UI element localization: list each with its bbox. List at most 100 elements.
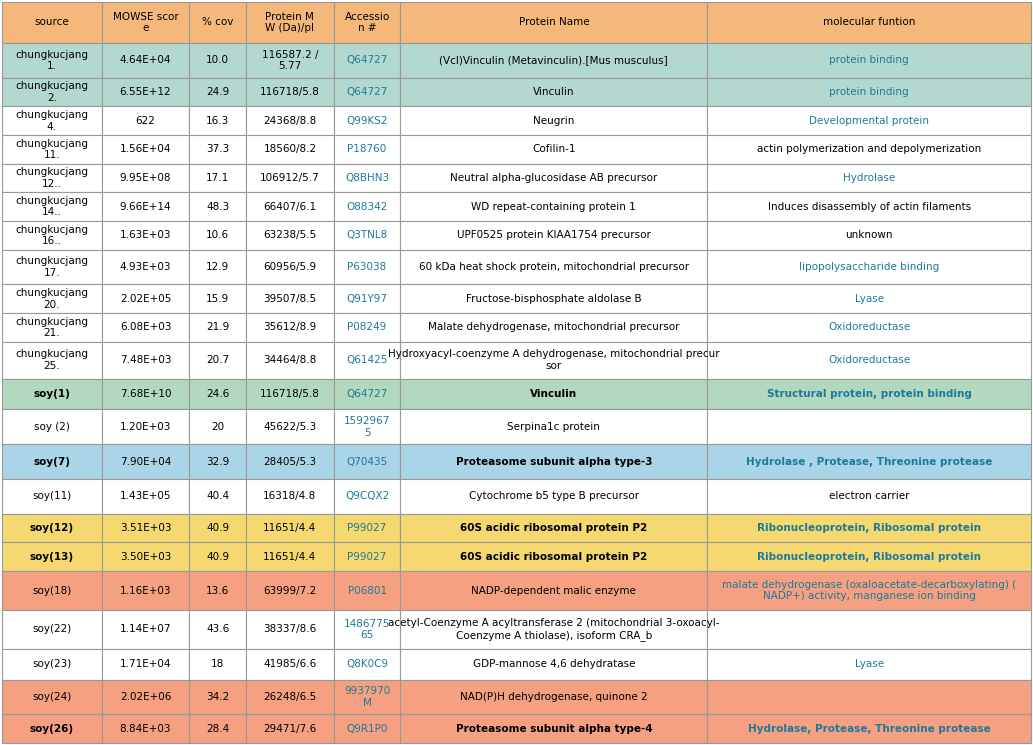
Bar — [401, 378, 708, 409]
Bar — [246, 342, 334, 378]
Text: 26248/6.5: 26248/6.5 — [263, 692, 316, 702]
Text: Structural protein, protein binding: Structural protein, protein binding — [766, 389, 972, 399]
Text: 63999/7.2: 63999/7.2 — [263, 586, 316, 595]
Text: Cofilin-1: Cofilin-1 — [532, 145, 575, 154]
Bar — [2, 2, 101, 43]
Bar — [401, 514, 708, 542]
Text: 28405/5.3: 28405/5.3 — [263, 457, 316, 466]
Text: Induces disassembly of actin filaments: Induces disassembly of actin filaments — [768, 202, 971, 212]
Text: 9.66E+14: 9.66E+14 — [120, 202, 171, 212]
Bar — [401, 649, 708, 679]
Text: 35612/8.9: 35612/8.9 — [263, 323, 316, 332]
Text: % cov: % cov — [202, 17, 233, 28]
Bar — [401, 107, 708, 135]
Text: chungkucjang
21.: chungkucjang 21. — [15, 317, 88, 338]
Text: 7.48E+03: 7.48E+03 — [120, 355, 171, 365]
Bar — [2, 135, 101, 164]
Bar — [708, 164, 1031, 192]
Text: 40.9: 40.9 — [207, 552, 229, 562]
Text: electron carrier: electron carrier — [828, 492, 909, 501]
Bar — [334, 679, 401, 714]
Bar — [334, 164, 401, 192]
Text: 24368/8.8: 24368/8.8 — [263, 115, 316, 126]
Bar — [708, 342, 1031, 378]
Text: 116718/5.8: 116718/5.8 — [260, 87, 320, 97]
Text: 2.02E+06: 2.02E+06 — [120, 692, 171, 702]
Text: 6.08E+03: 6.08E+03 — [120, 323, 171, 332]
Bar — [401, 444, 708, 479]
Text: chungkucjang
25.: chungkucjang 25. — [15, 349, 88, 371]
Text: Ribonucleoprotein, Ribosomal protein: Ribonucleoprotein, Ribosomal protein — [757, 523, 981, 533]
Text: 66407/6.1: 66407/6.1 — [263, 202, 316, 212]
Text: chungkucjang
2.: chungkucjang 2. — [15, 81, 88, 103]
Text: MOWSE scor
e: MOWSE scor e — [113, 12, 179, 34]
Text: 1.63E+03: 1.63E+03 — [120, 230, 171, 241]
Text: Oxidoreductase: Oxidoreductase — [828, 323, 910, 332]
Text: 40.4: 40.4 — [207, 492, 229, 501]
Bar — [708, 610, 1031, 649]
Text: P63038: P63038 — [347, 262, 386, 272]
Bar — [2, 479, 101, 514]
Text: chungkucjang
16..: chungkucjang 16.. — [15, 224, 88, 246]
Text: 4.93E+03: 4.93E+03 — [120, 262, 171, 272]
Text: 18: 18 — [211, 659, 224, 669]
Text: Lyase: Lyase — [854, 659, 883, 669]
Text: 10.0: 10.0 — [207, 55, 229, 66]
Bar — [334, 649, 401, 679]
Text: 60956/5.9: 60956/5.9 — [263, 262, 316, 272]
Text: chungkucjang
1.: chungkucjang 1. — [15, 49, 88, 71]
Bar — [334, 444, 401, 479]
Text: 10.6: 10.6 — [207, 230, 229, 241]
Text: chungkucjang
20.: chungkucjang 20. — [15, 288, 88, 310]
Text: 2.02E+05: 2.02E+05 — [120, 294, 171, 304]
Bar — [334, 135, 401, 164]
Bar — [401, 2, 708, 43]
Text: soy(1): soy(1) — [33, 389, 70, 399]
Bar — [401, 43, 708, 77]
Bar — [101, 378, 189, 409]
Bar — [401, 313, 708, 342]
Text: Hydrolase: Hydrolase — [843, 173, 896, 183]
Text: Q64727: Q64727 — [346, 55, 387, 66]
Bar — [2, 342, 101, 378]
Text: 34.2: 34.2 — [206, 692, 229, 702]
Bar — [708, 378, 1031, 409]
Text: 116587.2 /
5.77: 116587.2 / 5.77 — [261, 49, 318, 71]
Bar — [246, 221, 334, 250]
Bar — [401, 610, 708, 649]
Text: 38337/8.6: 38337/8.6 — [263, 624, 316, 635]
Bar — [189, 610, 246, 649]
Bar — [189, 313, 246, 342]
Bar — [101, 43, 189, 77]
Text: chungkucjang
4.: chungkucjang 4. — [15, 110, 88, 132]
Bar — [401, 77, 708, 107]
Bar — [2, 542, 101, 571]
Text: 9937970
M: 9937970 M — [344, 686, 390, 708]
Bar — [246, 409, 334, 444]
Bar — [334, 285, 401, 313]
Bar — [708, 250, 1031, 285]
Text: 60S acidic ribosomal protein P2: 60S acidic ribosomal protein P2 — [461, 552, 648, 562]
Bar — [246, 107, 334, 135]
Bar — [101, 479, 189, 514]
Text: 11651/4.4: 11651/4.4 — [263, 523, 316, 533]
Bar — [401, 135, 708, 164]
Bar — [401, 571, 708, 610]
Bar — [334, 107, 401, 135]
Bar — [401, 285, 708, 313]
Bar — [2, 107, 101, 135]
Text: soy(18): soy(18) — [32, 586, 71, 595]
Bar — [708, 43, 1031, 77]
Bar — [246, 135, 334, 164]
Text: 24.9: 24.9 — [206, 87, 229, 97]
Text: Q99KS2: Q99KS2 — [346, 115, 387, 126]
Text: 11651/4.4: 11651/4.4 — [263, 552, 316, 562]
Text: lipopolysaccharide binding: lipopolysaccharide binding — [799, 262, 939, 272]
Bar — [708, 514, 1031, 542]
Bar — [334, 571, 401, 610]
Bar — [246, 679, 334, 714]
Bar — [2, 77, 101, 107]
Bar — [708, 313, 1031, 342]
Bar — [246, 444, 334, 479]
Text: soy(11): soy(11) — [32, 492, 71, 501]
